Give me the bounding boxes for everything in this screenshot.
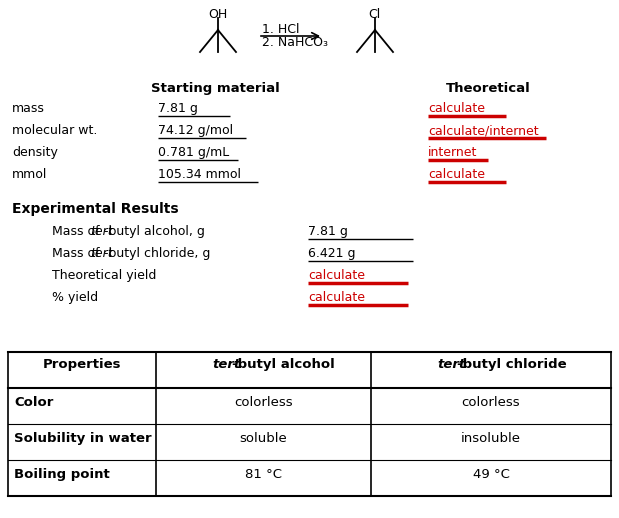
Text: OH: OH <box>208 8 227 21</box>
Text: insoluble: insoluble <box>461 432 521 445</box>
Text: Theoretical: Theoretical <box>446 82 530 95</box>
Text: mass: mass <box>12 102 45 115</box>
Text: -butyl alcohol: -butyl alcohol <box>233 358 335 371</box>
Text: calculate: calculate <box>428 168 485 181</box>
Text: mmol: mmol <box>12 168 48 181</box>
Text: -butyl chloride, g: -butyl chloride, g <box>104 247 210 260</box>
Text: Properties: Properties <box>43 358 121 371</box>
Text: molecular wt.: molecular wt. <box>12 124 97 137</box>
Text: 0.781 g/mL: 0.781 g/mL <box>158 146 229 159</box>
Text: Mass of: Mass of <box>52 225 103 238</box>
Text: Experimental Results: Experimental Results <box>12 202 179 216</box>
Text: 81 °C: 81 °C <box>245 468 282 481</box>
Text: tert: tert <box>0 517 1 518</box>
Text: Cl: Cl <box>368 8 380 21</box>
Text: colorless: colorless <box>462 396 521 409</box>
Text: Solubility in water: Solubility in water <box>14 432 152 445</box>
Text: 105.34 mmol: 105.34 mmol <box>158 168 241 181</box>
Text: 2. NaHCO₃: 2. NaHCO₃ <box>262 36 328 49</box>
Text: tert-butyl alcohol: tert-butyl alcohol <box>0 517 1 518</box>
Text: -butyl chloride: -butyl chloride <box>457 358 566 371</box>
Text: soluble: soluble <box>240 432 287 445</box>
Text: Mass of: Mass of <box>52 247 103 260</box>
Text: -butyl alcohol, g: -butyl alcohol, g <box>104 225 205 238</box>
Text: 6.421 g: 6.421 g <box>308 247 355 260</box>
Text: colorless: colorless <box>234 396 293 409</box>
Text: 49 °C: 49 °C <box>472 468 509 481</box>
Text: Color: Color <box>14 396 53 409</box>
Text: calculate: calculate <box>428 102 485 115</box>
Text: 7.81 g: 7.81 g <box>158 102 198 115</box>
Text: tert: tert <box>212 358 241 371</box>
Text: calculate: calculate <box>308 291 365 304</box>
Text: tert: tert <box>437 358 465 371</box>
Text: calculate/internet: calculate/internet <box>428 124 539 137</box>
Text: tert: tert <box>90 247 113 260</box>
Text: 74.12 g/mol: 74.12 g/mol <box>158 124 233 137</box>
Text: tert: tert <box>90 225 113 238</box>
Text: Starting material: Starting material <box>150 82 279 95</box>
Text: Boiling point: Boiling point <box>14 468 110 481</box>
Text: internet: internet <box>428 146 477 159</box>
Text: Theoretical yield: Theoretical yield <box>52 269 157 282</box>
Text: 1. HCl: 1. HCl <box>262 23 300 36</box>
Text: % yield: % yield <box>52 291 98 304</box>
Text: calculate: calculate <box>308 269 365 282</box>
Text: 7.81 g: 7.81 g <box>308 225 348 238</box>
Text: density: density <box>12 146 58 159</box>
